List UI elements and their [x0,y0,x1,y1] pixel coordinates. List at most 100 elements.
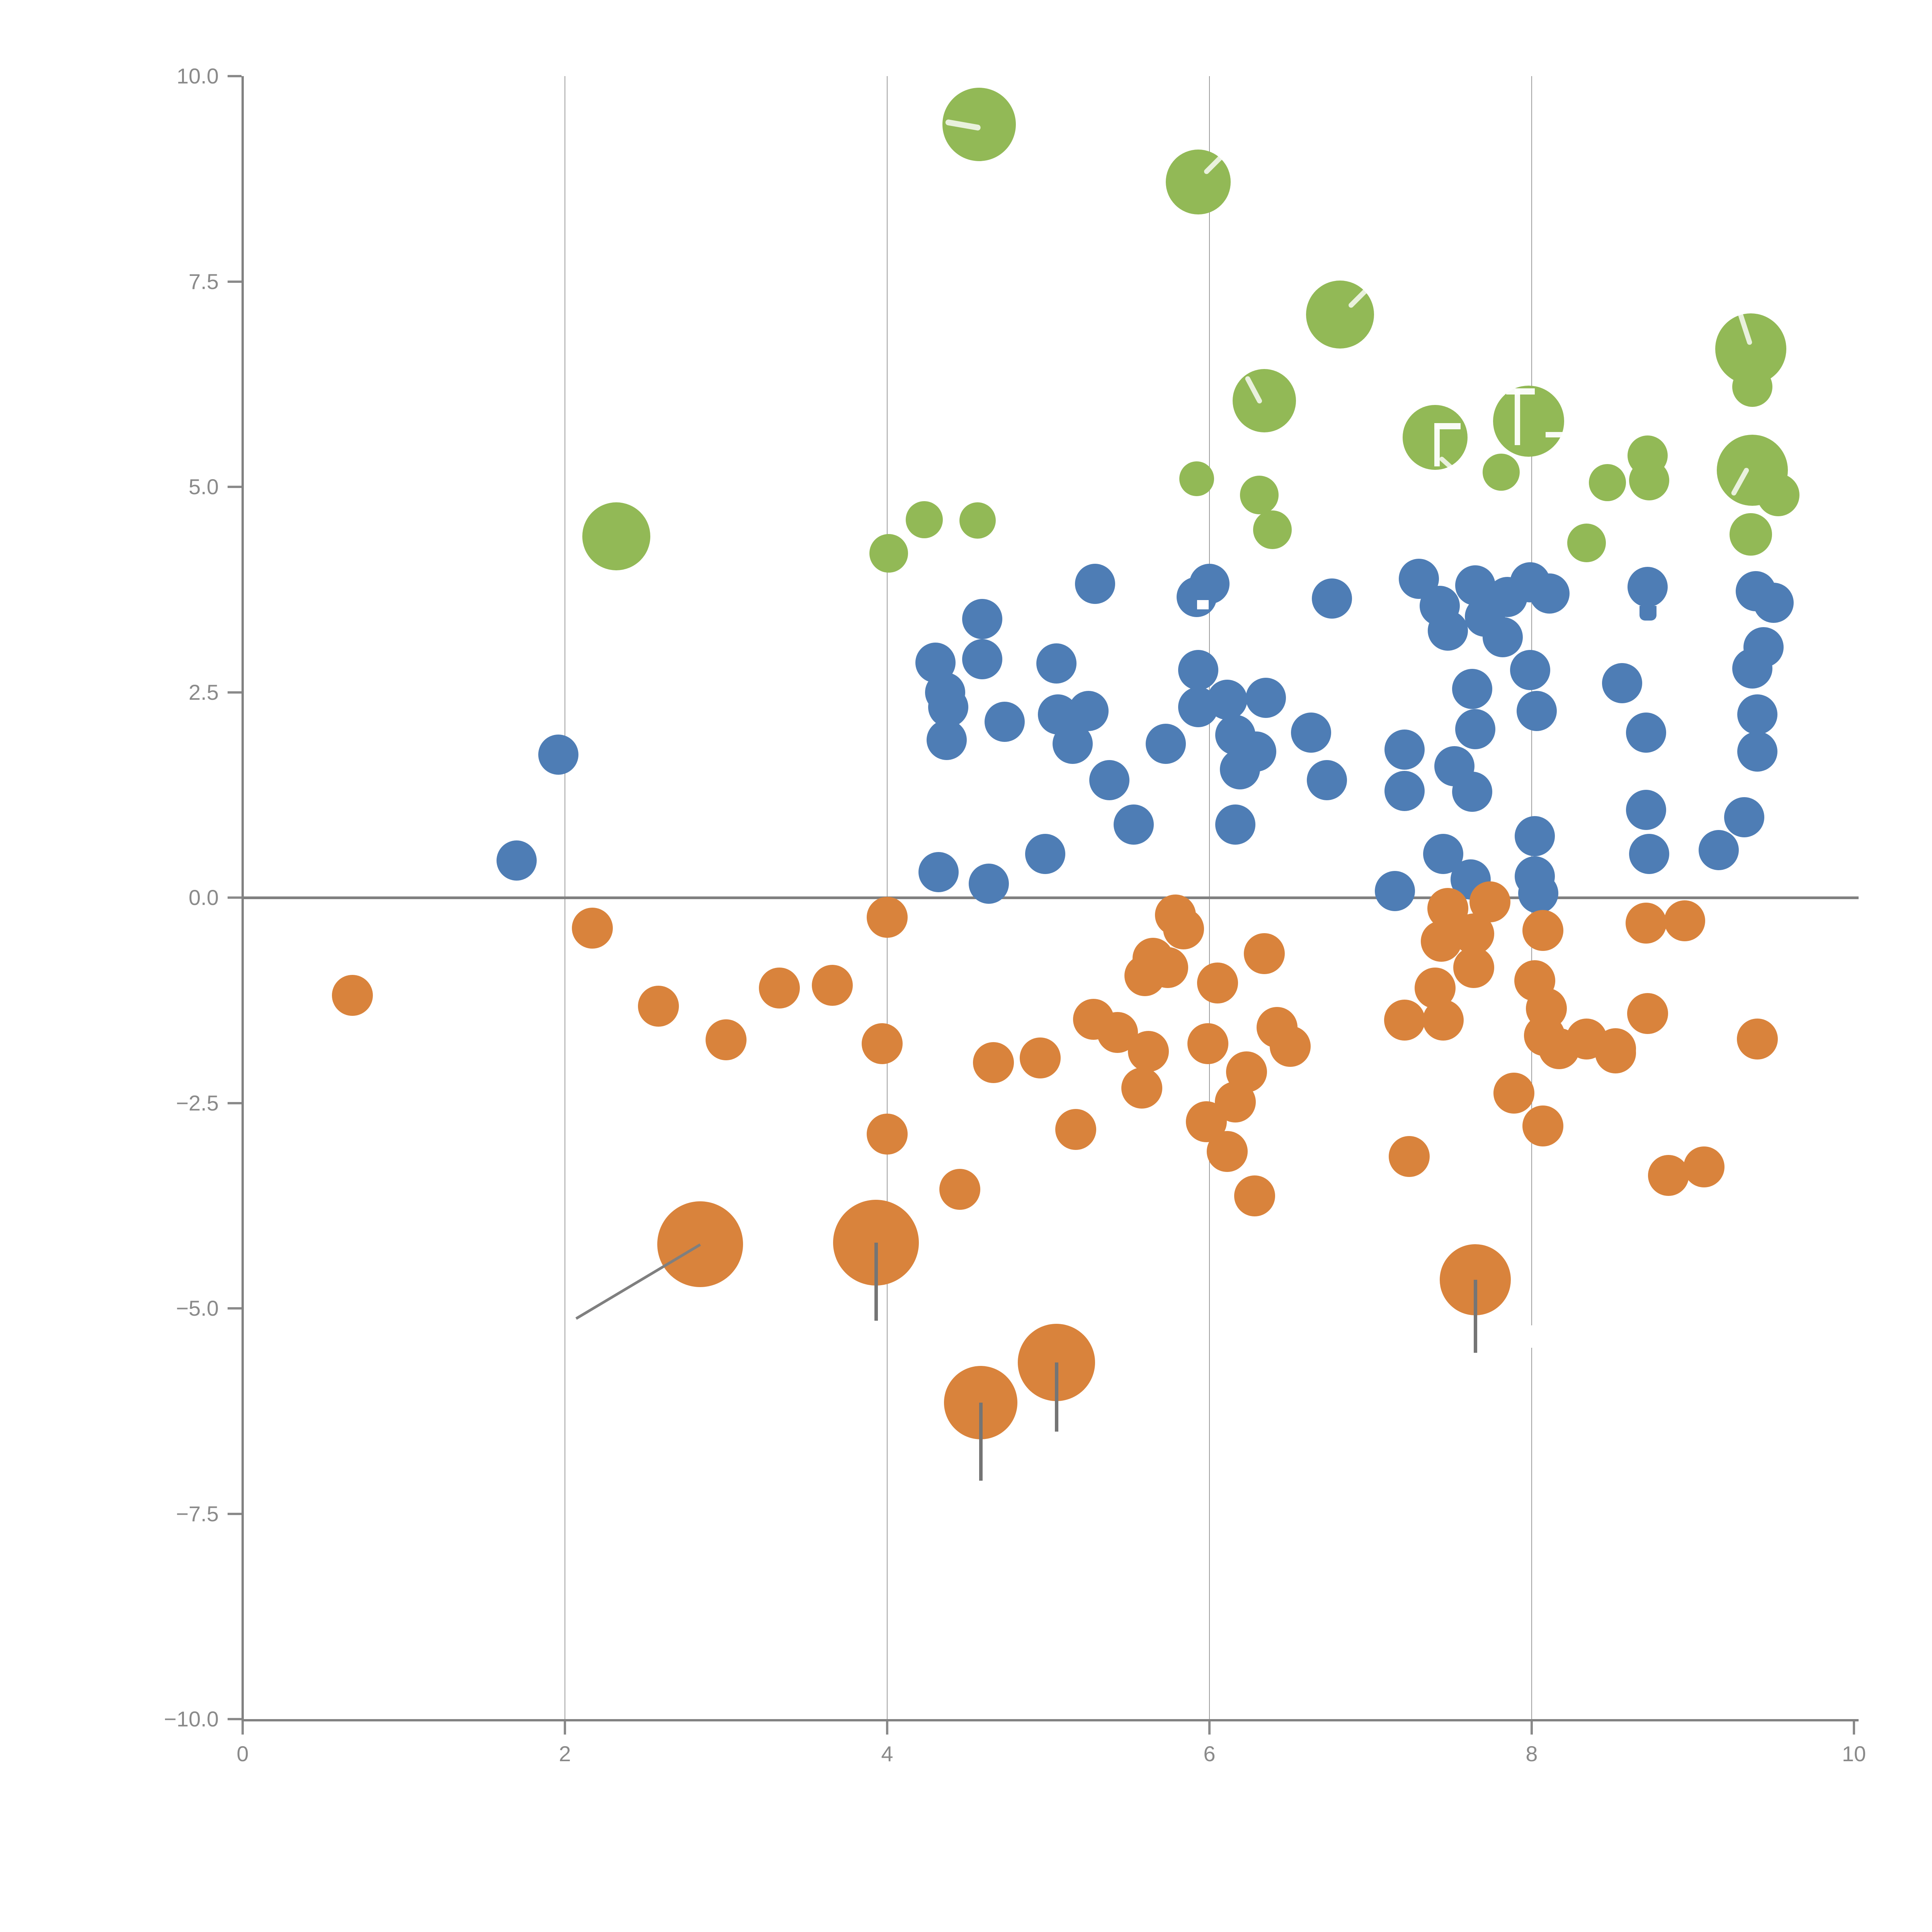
data-point-orange-dots [1427,888,1469,929]
data-point-green-bubbles [1757,474,1799,517]
data-point-blue-dots [1452,771,1492,812]
data-point-orange-dots [939,1168,980,1210]
data-point-blue-dots [1515,816,1555,856]
data-point-orange-dots [1121,1068,1162,1109]
x-tick-label: 8 [1526,1742,1538,1766]
zero-line [243,896,1859,899]
data-point-orange-dots [1020,1037,1061,1078]
data-point-blue-dots [496,840,537,881]
data-point-blue-dots [1220,749,1260,790]
watermark-letter-fragment [1515,388,1520,445]
data-point-orange-dots [1522,910,1564,951]
y-tick--5 [228,1307,242,1310]
data-point-orange-dots [332,975,373,1016]
watermark-white-rect [1197,600,1209,609]
data-point-blue-dots [1428,611,1468,651]
x-tick-label: 2 [559,1742,571,1766]
large-bubble-orange [657,1201,743,1287]
data-point-orange-dots [1243,933,1285,974]
y-tick-2.5 [228,691,242,694]
data-point-orange-dots [571,907,613,949]
y-tick--10 [228,1718,242,1720]
data-point-orange-dots [1147,947,1188,988]
data-point-blue-dots [1602,663,1642,704]
data-point-orange-dots [1595,1032,1636,1073]
data-point-blue-dots [1529,573,1570,614]
data-point-blue-dots [1753,582,1794,623]
data-point-green-bubbles [1253,510,1292,549]
data-point-blue-dots [1452,668,1492,709]
data-point-blue-dots [1629,834,1670,874]
data-point-green-bubbles [1730,513,1772,556]
data-point-blue-dots [1215,804,1255,845]
data-point-orange-dots [1055,1109,1096,1150]
data-point-orange-dots [1469,881,1510,922]
data-point-orange-dots [1453,947,1494,988]
data-point-orange-dots [1384,999,1425,1041]
data-point-blue-dots [1089,760,1130,800]
data-point-blue-dots [1737,731,1777,772]
watermark-letter-fragment [1506,388,1535,395]
data-point-blue-dots [968,863,1009,904]
data-point-orange-dots [867,897,908,938]
data-point-blue-dots [927,719,967,760]
data-point-orange-dots [1269,1026,1311,1067]
error-bar [874,1242,878,1321]
data-point-green-bubbles [869,534,908,573]
y-tick-label: 10.0 [177,64,219,88]
watermark-white-rect [1525,1325,1539,1348]
data-point-orange-dots [867,1114,908,1155]
data-point-blue-dots [1307,760,1347,800]
y-tick-label: −10.0 [164,1707,219,1731]
data-point-blue-dots [1628,567,1668,607]
data-point-orange-dots [1522,1105,1564,1147]
data-point-orange-dots [862,1023,903,1065]
x-tick-0 [242,1721,244,1735]
y-tick-label: 5.0 [189,474,219,499]
data-point-blue-dots [1724,797,1765,837]
x-tick-label: 0 [236,1742,249,1766]
data-point-green-bubbles [1629,460,1670,500]
data-point-green-bubbles [1588,464,1626,502]
data-point-orange-dots [1187,1023,1228,1065]
y-tick-label: −5.0 [176,1296,219,1320]
watermark-letter-fragment [1546,432,1580,437]
x-tick-6 [1208,1721,1211,1735]
data-point-green-bubbles [959,502,996,539]
data-point-green-bubbles [905,501,943,539]
data-point-green-bubbles [1493,385,1564,457]
data-point-green-bubbles [1179,461,1214,496]
data-point-blue-dots [1291,712,1331,753]
data-point-blue-dots [962,599,1003,639]
data-point-blue-dots [962,639,1003,680]
data-point-blue-dots [1698,830,1739,870]
x-tick-label: 10 [1842,1742,1866,1766]
watermark-letter-fragment [1434,423,1461,429]
y-tick-label: 0.0 [189,885,219,910]
x-tick-label: 6 [1203,1742,1216,1766]
data-point-blue-dots [1737,694,1777,735]
y-tick-label: −2.5 [176,1090,219,1115]
data-point-blue-dots [1384,770,1425,811]
y-tick-10 [228,75,242,77]
x-tick-4 [886,1721,888,1735]
data-point-orange-dots [1414,967,1456,1009]
error-bar [979,1403,983,1481]
data-point-orange-dots [1128,1031,1169,1072]
data-point-blue-dots [1189,563,1230,604]
data-point-green-bubbles [1232,369,1296,432]
data-point-orange-dots [1627,993,1668,1034]
data-point-blue-dots [1178,650,1218,690]
data-point-blue-dots [1114,804,1154,845]
x-tick-10 [1853,1721,1855,1735]
data-point-blue-dots [1052,724,1093,764]
data-point-blue-dots [1626,712,1667,753]
data-point-green-bubbles [1240,476,1279,515]
data-point-green-bubbles [1482,453,1520,491]
data-point-blue-dots [1516,691,1557,731]
y-tick--7.5 [228,1512,242,1515]
error-bar [1474,1279,1478,1353]
data-point-blue-dots [1510,650,1550,690]
x-tick-2 [564,1721,566,1735]
y-tick-label: 2.5 [189,680,219,704]
